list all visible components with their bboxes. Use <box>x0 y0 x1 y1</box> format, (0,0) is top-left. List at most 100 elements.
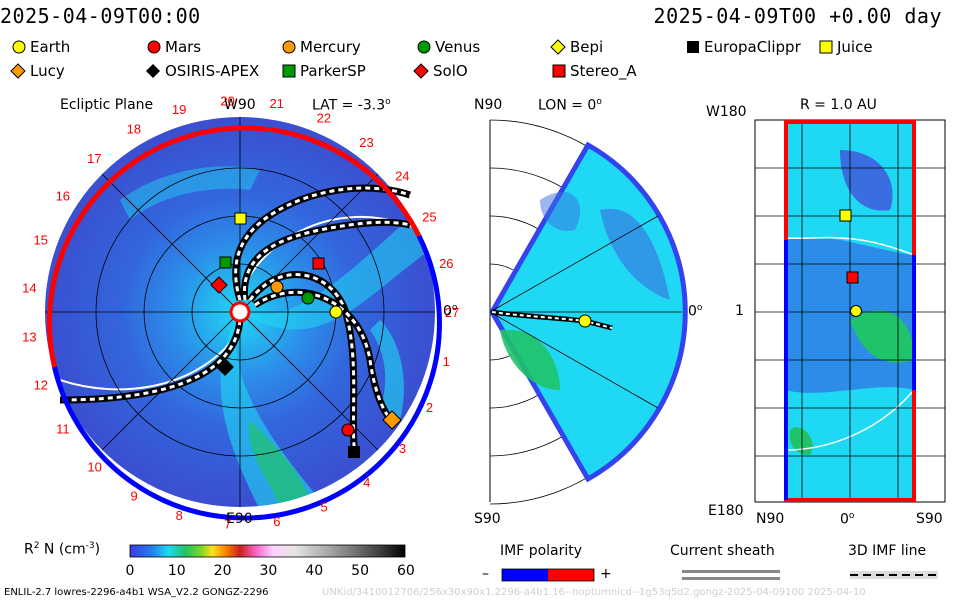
colorbar-title: R2 N (cm-3) <box>24 541 101 558</box>
stereo-a-legend-icon <box>552 64 566 78</box>
current-sheath-sample <box>682 570 780 580</box>
legend-item-venus: Venus <box>417 38 480 56</box>
parkersp-marker <box>219 256 232 269</box>
carrington-label: 2 <box>426 400 433 415</box>
polarity-ring-negative <box>52 234 442 521</box>
radial-map-panel <box>754 119 946 503</box>
juice-marker-radial <box>839 209 852 222</box>
legend-item-juice: Juice <box>819 38 873 56</box>
carrington-label: 21 <box>269 96 283 111</box>
earth-marker <box>329 305 343 319</box>
colorbar-tick-label: 30 <box>259 563 278 579</box>
carrington-label: 13 <box>22 330 36 345</box>
legend-item-mars: Mars <box>147 38 201 56</box>
meridional-plane-panel <box>489 119 688 505</box>
carrington-label: 22 <box>317 110 331 125</box>
legend-item-lucy: Lucy <box>10 62 65 80</box>
footer-model-info: ENLIL-2.7 lowres-2296-a4b1 WSA_V2.2 GONG… <box>4 587 269 598</box>
legend-item-parkersp: ParkerSP <box>282 62 366 80</box>
header-time-left: 2025-04-09T00:00 <box>0 4 201 28</box>
bepi-legend-icon <box>550 39 566 55</box>
lucy-marker <box>382 410 402 430</box>
carrington-label: 6 <box>273 514 280 529</box>
earth-marker-radial <box>850 305 862 317</box>
carrington-label: 7 <box>224 517 231 532</box>
lucy-legend-icon <box>10 63 26 79</box>
carrington-label: 9 <box>130 489 137 504</box>
carrington-label: 19 <box>172 102 186 117</box>
imf-field-lines <box>59 184 412 456</box>
imf-minus-label: – <box>482 566 489 582</box>
radial-x-mid-label: 0o <box>840 511 855 528</box>
osiris-apex-legend-icon <box>146 64 160 78</box>
carrington-label: 3 <box>399 441 406 456</box>
carrington-label: 1 <box>443 354 450 369</box>
colorbar-tick-label: 0 <box>125 563 135 579</box>
imf-polarity-title: IMF polarity <box>500 543 583 559</box>
solo-legend-icon <box>413 63 429 79</box>
europaclipper-legend-icon <box>687 41 699 53</box>
footer-run-id: UNKid/3410012706/256x30x90x1.2296-a4b1.1… <box>322 587 866 598</box>
legend-item-bepi: Bepi <box>550 38 603 56</box>
imf-line-sample <box>850 571 938 579</box>
carrington-label: 18 <box>127 122 141 137</box>
meridional-lon-label: LON = 0o <box>538 97 602 114</box>
legend-item-stereo-a: Stereo_A <box>552 62 637 80</box>
meridional-top-label: N90 <box>474 97 503 113</box>
ecliptic-right-label: 0o <box>443 303 458 320</box>
mercury-legend-icon <box>282 40 296 54</box>
venus-legend-icon <box>417 40 431 54</box>
earth-marker-meridional <box>578 314 592 328</box>
carrington-label: 24 <box>395 169 409 184</box>
colorbar-tick-label: 60 <box>397 563 415 579</box>
carrington-label: 16 <box>56 189 70 204</box>
stereo-a-marker-radial <box>846 271 859 284</box>
carrington-label: 10 <box>87 459 101 474</box>
colorbar-tick-label: 40 <box>305 563 324 579</box>
carrington-label: 5 <box>320 500 327 515</box>
ecliptic-top-label: W90 <box>224 97 256 113</box>
mercury-marker <box>270 280 284 294</box>
mars-legend-icon <box>147 40 161 54</box>
mars-marker <box>341 423 355 437</box>
parkersp-legend-icon <box>282 64 296 78</box>
polarity-ring-positive <box>46 125 422 368</box>
radial-x-left-label: N90 <box>756 511 785 527</box>
carrington-label: 17 <box>87 151 101 166</box>
colorbar-tick-label: 50 <box>351 563 369 579</box>
colorbar-tick-label: 10 <box>167 563 186 579</box>
legend-item-solo: SolO <box>413 62 468 80</box>
legend-item-earth: Earth <box>12 38 70 56</box>
carrington-label: 25 <box>422 210 436 225</box>
carrington-label: 20 <box>220 93 234 108</box>
colorbar-tick-label: 20 <box>213 563 232 579</box>
europaclipper-marker <box>348 446 360 458</box>
legend-item-osiris-apex: OSIRIS-APEX <box>145 62 259 80</box>
radial-mid-left-label: 1 <box>735 303 744 319</box>
ecliptic-bottom-label: E90 <box>226 511 253 527</box>
radial-top-left-label: W180 <box>706 104 747 120</box>
carrington-label: 27 <box>445 305 459 320</box>
carrington-label: 11 <box>56 422 70 437</box>
solo-marker <box>210 276 228 294</box>
meridional-right-label: 0o <box>688 303 703 320</box>
juice-marker <box>234 212 247 225</box>
imf-polarity-bar <box>501 568 595 582</box>
radial-title: R = 1.0 AU <box>800 97 877 113</box>
juice-legend-icon <box>819 40 833 54</box>
carrington-label: 4 <box>363 475 370 490</box>
osiris-apex-marker <box>216 358 234 376</box>
ecliptic-lat-label: LAT = -3.3o <box>312 97 391 114</box>
density-colorbar <box>129 544 406 558</box>
carrington-label: 26 <box>439 256 453 271</box>
spacecraft-markers-ecliptic <box>210 212 402 458</box>
radial-bottom-left-label: E180 <box>708 503 744 519</box>
carrington-label: 23 <box>359 135 373 150</box>
inner-boundary <box>229 301 251 323</box>
imf-plus-label: + <box>600 566 612 582</box>
imf-line-title: 3D IMF line <box>848 543 927 559</box>
legend-item-mercury: Mercury <box>282 38 361 56</box>
carrington-label: 14 <box>22 281 36 296</box>
